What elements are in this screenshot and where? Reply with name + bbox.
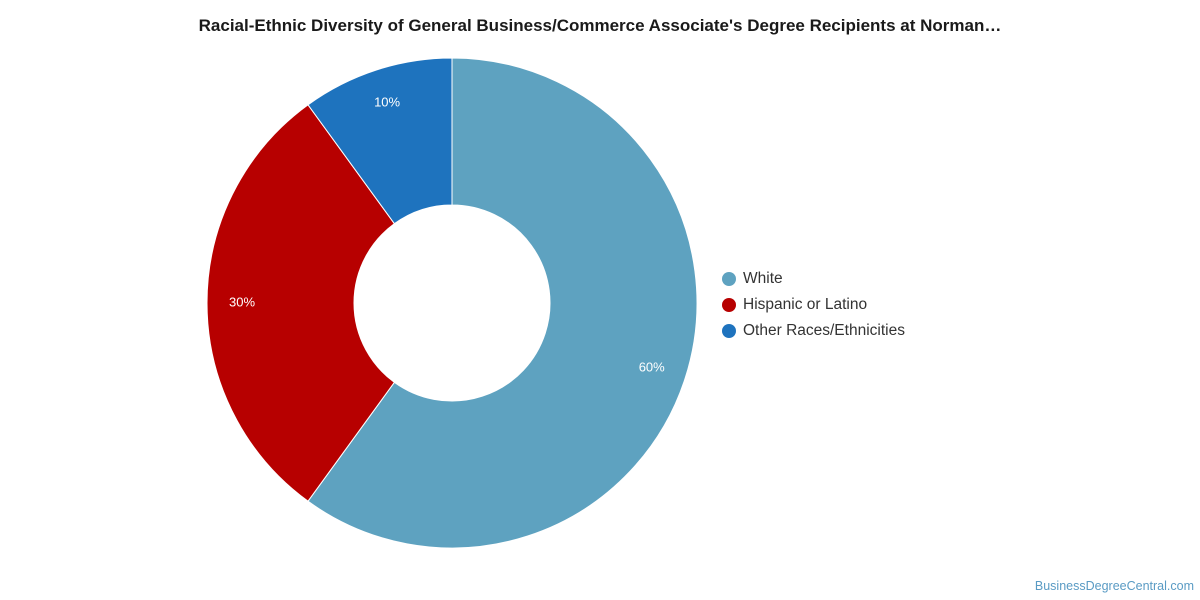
legend-marker-white [722, 272, 736, 286]
slice-other-races-ethnicities [307, 57, 453, 225]
chart-legend: White Hispanic or Latino Other Races/Ethni… [722, 266, 905, 344]
legend-label-hispanic-or-latino: Hispanic or Latino [743, 296, 868, 313]
slice-label-hispanic-or-latino: 30% [229, 294, 255, 309]
slice-hispanic-or-latino [206, 104, 396, 502]
slice-label-other-races-ethnicities: 10% [374, 95, 400, 110]
watermark: BusinessDegreeCentral.com [1034, 579, 1194, 593]
legend-label-white: White [743, 270, 783, 287]
legend-marker-other-races-ethnicities [722, 324, 736, 338]
chart-title: Racial-Ethnic Diversity of General Busin… [198, 16, 1002, 35]
legend-marker-hispanic-or-latino [722, 298, 736, 312]
legend-label-other-races-ethnicities: Other Races/Ethnicities [743, 322, 905, 339]
slice-label-white: 60% [639, 359, 665, 374]
slice-white [307, 57, 698, 549]
legend-item-other-races-ethnicities: Other Races/Ethnicities [722, 318, 905, 344]
legend-item-white: White [722, 266, 905, 292]
legend-item-hispanic-or-latino: Hispanic or Latino [722, 292, 905, 318]
